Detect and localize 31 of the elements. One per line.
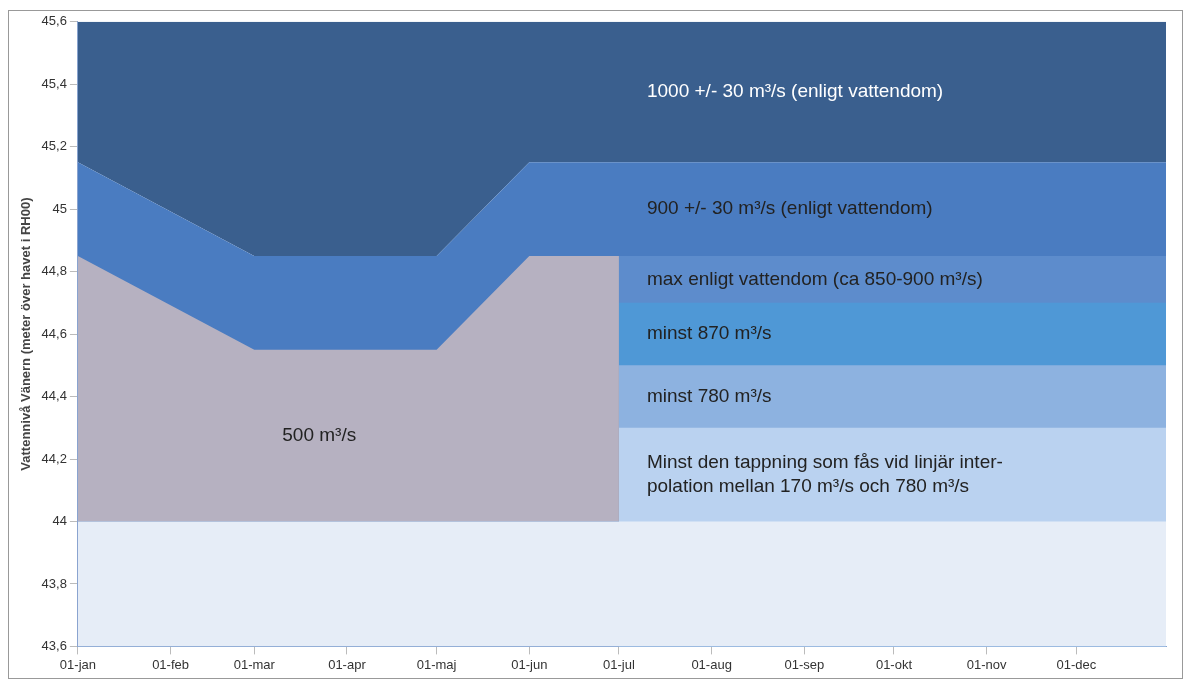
x-tick-label: 01-feb bbox=[152, 656, 190, 672]
x-tick-label: 01-mar bbox=[233, 656, 276, 672]
y-tick-label: 45,6 bbox=[41, 13, 67, 29]
y-tick-label: 45,4 bbox=[41, 75, 67, 91]
y-tick-label: 44,8 bbox=[41, 263, 67, 279]
series-label: Minst den tappning som fås vid linjär inter- polation mellan 170 m³/s och 780 m³/s bbox=[646, 450, 1003, 496]
x-tick-label: 01-jul bbox=[603, 656, 635, 672]
x-tick-label: 01-nov bbox=[966, 656, 1008, 672]
series-label: minst 780 m³/s bbox=[646, 384, 772, 406]
series-label: minst 870 m³/s bbox=[646, 322, 772, 344]
y-tick-label: 43,6 bbox=[41, 637, 67, 653]
y-tick-label: 44 bbox=[52, 513, 67, 529]
x-tick-label: 01-sep bbox=[784, 656, 825, 672]
y-tick-label: 45 bbox=[52, 200, 67, 216]
y-tick-label: 43,8 bbox=[41, 575, 67, 591]
x-tick-label: 01-jan bbox=[59, 656, 96, 672]
y-tick-label: 44,2 bbox=[41, 450, 67, 466]
x-tick-label: 01-dec bbox=[1056, 656, 1097, 672]
y-tick-label: 44,6 bbox=[41, 325, 67, 341]
series-label: 900 +/- 30 m³/s (enligt vattendom) bbox=[646, 197, 933, 219]
y-axis-title: Vattennivå Vänern (meter över havet i RH00) bbox=[18, 197, 34, 471]
series-label: 1000 +/- 30 m³/s (enligt vattendom) bbox=[646, 80, 944, 102]
x-tick-label: 01-apr bbox=[328, 656, 367, 672]
series-label: 500 m³/s bbox=[282, 423, 357, 445]
x-tick-label: 01-aug bbox=[691, 656, 732, 672]
y-tick-label: 45,2 bbox=[41, 138, 67, 154]
y-tick-label: 44,4 bbox=[41, 388, 67, 404]
x-tick-label: 01-jun bbox=[511, 656, 548, 672]
series-label: max enligt vattendom (ca 850-900 m³/s) bbox=[646, 267, 983, 289]
x-tick-label: 01-okt bbox=[875, 656, 913, 672]
x-tick-label: 01-maj bbox=[416, 656, 457, 672]
